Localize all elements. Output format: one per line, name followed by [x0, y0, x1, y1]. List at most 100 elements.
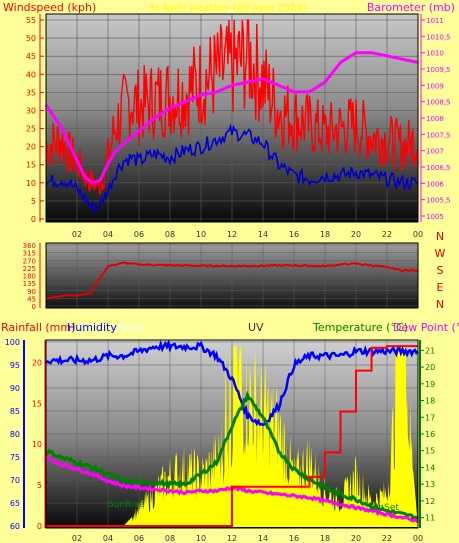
time-tick: 18	[320, 230, 330, 239]
barometer-tick: 1005	[426, 213, 444, 221]
windspeed-tick: 25	[26, 125, 36, 134]
barometer-tick: 1010,5	[426, 33, 451, 41]
time-tick: 06	[134, 534, 144, 543]
bottom-panel-frame	[45, 339, 419, 529]
rainfall-axis-title: Rainfall (mm)	[1, 321, 75, 334]
temperature-line	[45, 390, 420, 521]
time-tick: 22	[382, 230, 392, 239]
direction-tick: 135	[23, 280, 36, 288]
temperature-tick: 14	[425, 463, 435, 472]
windspeed-axis-title: Windspeed (kph)	[3, 1, 96, 14]
windspeed-tick: 5	[31, 197, 36, 206]
windspeed-tick: 10	[26, 179, 36, 188]
direction-tick: 315	[23, 250, 36, 258]
windspeed-tick: 30	[26, 106, 36, 115]
windspeed-average-line	[45, 123, 419, 214]
barometer-tick: 1008	[426, 115, 444, 123]
temperature-tick: 21	[425, 346, 435, 355]
dewpoint-axis-title: Dew Point (°C	[393, 321, 459, 334]
rainfall-tick: 15	[32, 399, 42, 408]
barometer-tick: 1011	[426, 17, 444, 25]
rainfall-tick: 20	[32, 358, 42, 367]
windspeed-tick: 40	[26, 70, 36, 79]
cardinal-label: E	[437, 281, 444, 294]
windspeed-tick: 55	[26, 16, 36, 25]
time-tick: 00	[413, 230, 423, 239]
windspeed-tick: 0	[31, 215, 36, 224]
barometer-tick: 1007,5	[426, 131, 451, 139]
humidity-tick: 100	[5, 338, 20, 347]
temperature-tick: 12	[425, 497, 435, 506]
rainfall-tick: 10	[32, 440, 42, 449]
uv-legend: UV	[248, 321, 264, 334]
time-tick: 12	[227, 230, 237, 239]
temperature-tick: 15	[425, 447, 435, 456]
time-tick: 12	[227, 534, 237, 543]
direction-tick: 180	[23, 273, 36, 281]
direction-tick: 270	[23, 257, 36, 265]
time-tick: 00	[413, 534, 423, 543]
temperature-tick: 20	[425, 363, 435, 372]
humidity-tick: 95	[10, 361, 20, 370]
time-tick: 04	[103, 230, 113, 239]
direction-tick: 225	[23, 265, 36, 273]
barometer-tick: 1010	[426, 50, 444, 58]
direction-tick: 45	[27, 295, 36, 303]
rainfall-tick: 5	[37, 481, 42, 490]
time-tick: 22	[382, 534, 392, 543]
humidity-tick: 75	[10, 453, 20, 462]
wind-panel-frame	[45, 13, 419, 223]
cardinal-label: N	[436, 230, 444, 243]
barometer-tick: 1005,5	[426, 197, 451, 205]
cardinal-label: S	[437, 264, 444, 277]
barometer-tick: 1006,5	[426, 164, 451, 172]
humidity-tick: 65	[10, 499, 20, 508]
time-tick: 14	[258, 230, 268, 239]
temperature-tick: 16	[425, 430, 435, 439]
windspeed-tick: 35	[26, 88, 36, 97]
barometer-axis-title: Barometer (mb)	[367, 1, 455, 14]
time-tick: 10	[196, 230, 206, 239]
time-tick: 16	[289, 230, 299, 239]
windspeed-tick: 15	[26, 161, 36, 170]
rainfall-line	[46, 345, 418, 527]
temperature-tick: 11	[425, 514, 435, 523]
time-tick: 08	[165, 230, 175, 239]
cardinal-label: W	[435, 247, 446, 260]
direction-tick: 360	[23, 242, 36, 250]
time-tick: 20	[351, 534, 361, 543]
time-tick: 06	[134, 230, 144, 239]
temperature-tick: 17	[425, 413, 435, 422]
rainfall-tick: 0	[37, 522, 42, 531]
time-tick: 18	[320, 534, 330, 543]
temperature-axis-title: Temperature (°C)	[312, 321, 408, 334]
direction-panel-frame	[45, 242, 419, 309]
time-tick: 20	[351, 230, 361, 239]
humidity-tick: 60	[10, 522, 20, 531]
barometer-line	[44, 51, 419, 186]
humidity-tick: 70	[10, 476, 20, 485]
direction-gridlines	[46, 243, 419, 308]
barometer-tick: 1009,5	[426, 66, 451, 74]
temperature-tick: 13	[425, 480, 435, 489]
direction-tick: 0	[32, 303, 36, 311]
windspeed-gust-line	[45, 19, 419, 195]
time-tick: 10	[196, 534, 206, 543]
time-tick: 14	[258, 534, 268, 543]
barometer-tick: 1008,5	[426, 99, 451, 107]
sunrise-label: SunRise	[108, 500, 145, 510]
humidity-line	[45, 339, 419, 427]
barometer-tick: 1009	[426, 82, 444, 90]
windspeed-tick: 50	[26, 34, 36, 43]
solar-legend: Solar	[117, 321, 146, 334]
cardinal-label: N	[436, 298, 444, 311]
direction-tick: 90	[27, 288, 36, 296]
barometer-tick: 1007	[426, 148, 444, 156]
time-tick: 02	[72, 534, 82, 543]
time-tick: 04	[103, 534, 113, 543]
windspeed-tick: 45	[26, 52, 36, 61]
sunset-label: SunSet	[367, 503, 399, 513]
wind-direction-line	[45, 261, 419, 300]
temperature-tick: 19	[425, 380, 435, 389]
humidity-legend: Humidity	[67, 321, 117, 334]
